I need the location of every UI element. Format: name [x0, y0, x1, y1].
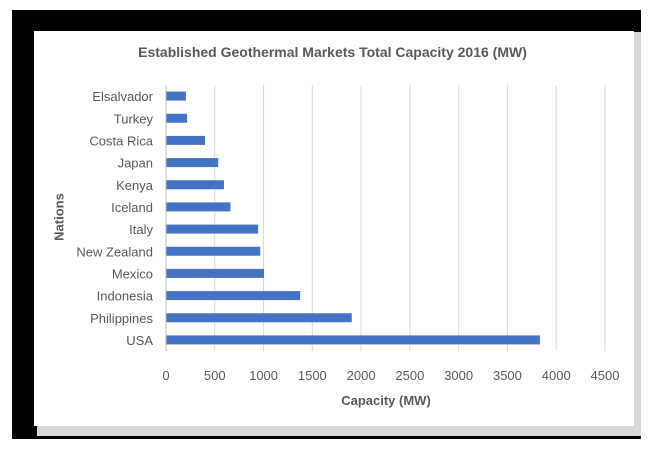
bar-indonesia — [166, 291, 301, 301]
bar-mexico — [166, 268, 265, 278]
y-tick-label: Italy — [129, 222, 153, 237]
y-tick-label: Indonesia — [97, 289, 154, 304]
x-tick-label: 2500 — [395, 368, 424, 383]
x-tick-label: 4500 — [591, 368, 620, 383]
x-tick-label: 1500 — [298, 368, 327, 383]
y-tick-label: Elsalvador — [92, 89, 153, 104]
y-tick-label: Mexico — [112, 266, 153, 281]
chart-title: Established Geothermal Markets Total Cap… — [138, 44, 527, 60]
bar-kenya — [166, 180, 224, 190]
y-tick-label: Philippines — [90, 311, 153, 326]
x-tick-label: 500 — [204, 368, 226, 383]
y-tick-label: USA — [126, 333, 153, 348]
bar-usa — [166, 335, 540, 345]
y-tick-label: Turkey — [114, 111, 154, 126]
y-tick-label: Japan — [118, 156, 153, 171]
y-tick-label: Kenya — [116, 178, 154, 193]
y-tick-label: Iceland — [111, 200, 153, 215]
x-tick-label: 0 — [162, 368, 169, 383]
x-axis-label: Capacity (MW) — [341, 393, 431, 408]
x-tick-label: 4000 — [542, 368, 571, 383]
x-tick-label: 1000 — [249, 368, 278, 383]
bar-elsalvador — [166, 91, 186, 101]
y-tick-label: Costa Rica — [89, 133, 153, 148]
bar-costa-rica — [166, 135, 206, 145]
x-tick-label: 3000 — [444, 368, 473, 383]
chart-area — [34, 31, 634, 426]
bar-turkey — [166, 113, 188, 123]
bar-iceland — [166, 202, 231, 212]
x-tick-label: 3500 — [493, 368, 522, 383]
x-tick-label: 2000 — [347, 368, 376, 383]
y-tick-label: New Zealand — [76, 244, 153, 259]
bar-italy — [166, 224, 259, 234]
bar-new-zealand — [166, 246, 261, 256]
bar-philippines — [166, 313, 352, 323]
bar-japan — [166, 158, 219, 168]
